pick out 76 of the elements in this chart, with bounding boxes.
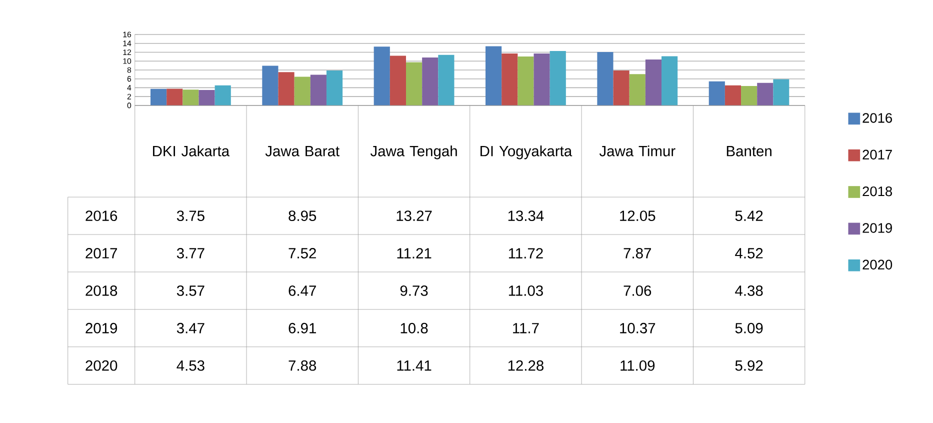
data-label: 11.7	[513, 323, 539, 334]
data-label: 3.57	[176, 286, 204, 296]
x-tick-label: Banten	[726, 146, 772, 156]
legend-label: 2019	[862, 223, 892, 234]
data-label: 12.05	[620, 210, 656, 222]
data-label: 11.21	[397, 248, 432, 259]
data-label: 7.87	[624, 248, 651, 259]
text: 2016	[86, 210, 118, 222]
data-label: 4.52	[735, 248, 763, 259]
data-label: 11.09	[620, 360, 655, 371]
bar	[262, 66, 278, 106]
bar	[198, 90, 215, 106]
bar	[502, 54, 518, 106]
bar	[406, 62, 422, 106]
legend-label: 2017	[862, 150, 892, 160]
bar	[629, 74, 646, 106]
bar	[724, 86, 742, 106]
data-label: 3.47	[176, 323, 204, 334]
x-tick-label: Jawa Barat	[265, 146, 340, 156]
bar	[597, 52, 614, 106]
bar	[741, 86, 758, 106]
bar	[182, 90, 199, 106]
data-label: 5.42	[735, 210, 763, 222]
bar	[438, 54, 454, 106]
data-label: 3.77	[176, 248, 204, 259]
bar	[708, 82, 725, 106]
data-label: 4.38	[735, 286, 763, 296]
bar	[757, 83, 774, 106]
data-label: 3.75	[176, 210, 204, 222]
bar	[150, 88, 167, 106]
text: 2018	[86, 286, 118, 296]
data-label: 12.28	[508, 360, 544, 371]
legend-label: 2020	[862, 260, 892, 270]
x-tick-label: DKI Jakarta	[153, 146, 230, 156]
text: 2020	[86, 360, 118, 371]
data-label: 10.37	[620, 323, 656, 334]
bar	[662, 56, 678, 106]
data-label: 11.41	[397, 360, 432, 371]
legend-label: 2018	[862, 186, 892, 196]
bar	[550, 51, 566, 106]
bar	[773, 79, 790, 106]
bar	[278, 72, 294, 106]
data-label: 8.95	[288, 210, 316, 222]
x-tick-label: Jawa Timur	[599, 146, 676, 156]
data-label: 11.72	[508, 248, 543, 259]
bar	[374, 46, 390, 106]
data-label: 9.73	[400, 286, 428, 296]
legend-label: 2016	[862, 113, 892, 123]
data-label: 13.34	[508, 210, 544, 222]
bar	[214, 85, 231, 106]
bar	[166, 88, 183, 106]
x-tick-label: Jawa Tengah	[370, 146, 457, 160]
bar	[422, 58, 438, 106]
text: 2019	[86, 323, 118, 334]
data-label: 10.8	[400, 323, 428, 334]
bar	[390, 56, 406, 106]
data-label: 7.52	[288, 248, 316, 259]
bar	[310, 74, 326, 106]
bar	[645, 60, 662, 106]
bar	[613, 70, 630, 106]
text: 2017	[86, 248, 117, 259]
data-label: 5.92	[735, 360, 763, 371]
data-label: 7.06	[624, 286, 652, 296]
data-label: 11.03	[508, 286, 543, 296]
bar	[534, 54, 550, 106]
data-label: 13.27	[396, 210, 432, 222]
bar	[518, 56, 534, 106]
data-label: 6.47	[288, 286, 316, 296]
bar	[326, 70, 343, 106]
data-label: 7.88	[288, 360, 316, 371]
data-label: 4.53	[176, 360, 204, 371]
x-tick-label: DI Yogyakarta	[480, 146, 572, 160]
data-label: 5.09	[735, 323, 763, 334]
data-label: 6.91	[288, 323, 316, 334]
bar	[486, 46, 502, 106]
bar	[294, 76, 310, 106]
